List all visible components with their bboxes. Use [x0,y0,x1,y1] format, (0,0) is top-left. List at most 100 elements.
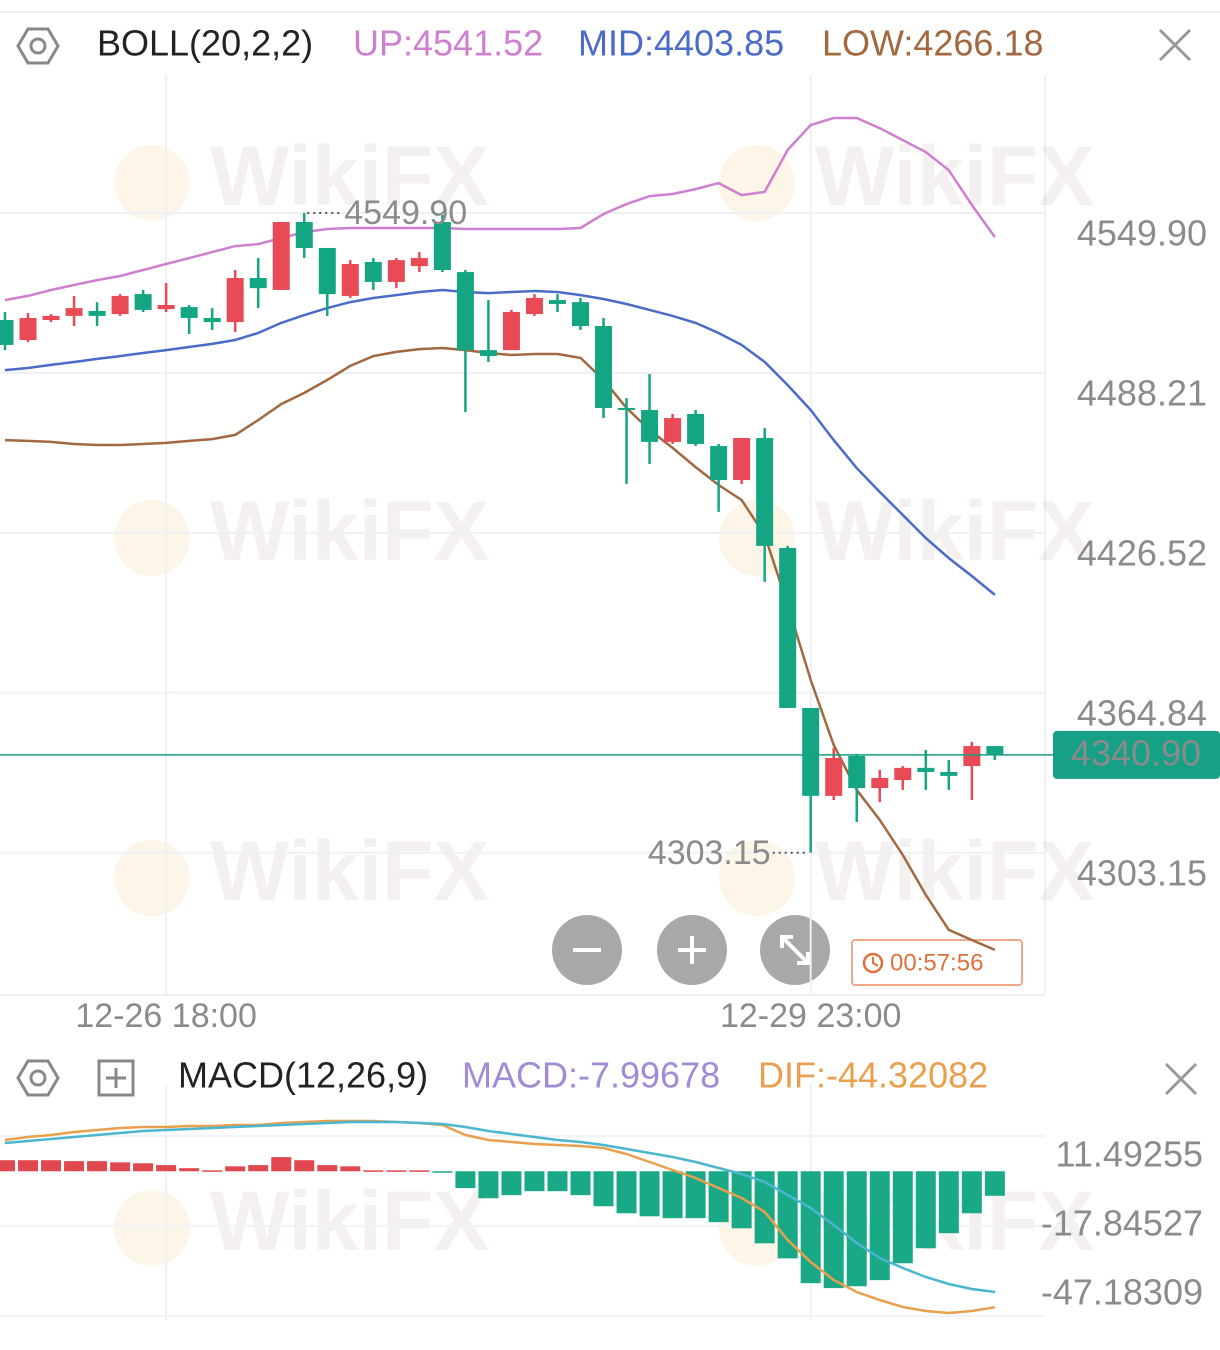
watermark: WikiFX [210,1174,489,1268]
candle-body [456,272,474,351]
y-tick-label: 4426.52 [1077,532,1207,573]
x-tick-label: 12-26 18:00 [75,997,257,1035]
candle-body [986,746,1004,755]
candle-body [226,278,244,323]
y-tick-label: 11.49255 [1056,1134,1203,1175]
watermark: WikiFX [815,129,1094,223]
histogram-bar [41,1160,62,1172]
histogram-bar [961,1171,982,1214]
zoom-out-button[interactable] [552,915,622,985]
candle-body [848,755,866,789]
candle-body [387,260,405,282]
histogram-bar [179,1168,200,1172]
histogram-bar [869,1171,890,1281]
histogram-bar [248,1165,269,1172]
candle-body [364,261,382,282]
timer: 00:57:56 [890,949,983,976]
histogram-bar [110,1162,131,1172]
candle-body [502,312,520,351]
watermark: WikiFX [815,824,1094,918]
y-tick-label: 4549.90 [1077,212,1207,253]
histogram-bar [938,1171,959,1234]
watermark-logo [114,840,190,916]
histogram-bar [455,1171,476,1189]
y-tick-label: 4303.15 [1077,852,1207,893]
candle-body [0,320,14,345]
candle-body [548,300,566,304]
candle-body [479,350,497,357]
legend-entry: UP:4541.52 [353,23,543,64]
watermark-logo [114,1190,190,1266]
candle-body [871,777,889,789]
indicator-line [4,1120,996,1294]
candle-body [641,410,659,442]
candle-body [134,294,152,310]
candle-body [733,438,751,481]
histogram-bar [64,1161,85,1172]
close-icon[interactable] [1164,1062,1198,1096]
candle-body [756,438,774,546]
candle-body [710,446,728,481]
histogram-bar [409,1170,430,1172]
watermark-logo [719,840,795,916]
y-tick-label: -17.84527 [1041,1202,1203,1243]
histogram-bar [754,1171,775,1244]
candle-body [203,317,221,323]
candle-body [618,407,636,411]
histogram-bar [593,1171,614,1207]
histogram-bar [501,1171,522,1196]
histogram-bar [386,1170,407,1172]
histogram-bar [133,1163,154,1172]
fullscreen-button[interactable] [760,915,830,985]
histogram-bar [478,1171,499,1199]
histogram-bar [662,1171,683,1219]
candle-body [88,310,106,316]
histogram-bar [294,1160,315,1172]
candle-body [687,413,705,444]
zoom-in-button[interactable] [657,915,727,985]
indicator-line [4,1119,996,1315]
candle-body [42,315,60,321]
band-line [4,288,996,596]
histogram-bar [340,1166,361,1172]
histogram-bar [984,1171,1005,1196]
histogram-bar [639,1171,660,1217]
band-line [4,116,996,302]
histogram-bar [685,1171,706,1219]
histogram-bar [915,1171,936,1249]
watermark-logo [719,145,795,221]
candle-body [595,326,613,408]
histogram-bar [156,1165,177,1172]
y-tick-label: -47.18309 [1041,1271,1203,1312]
candle-body [318,247,336,295]
close-icon[interactable] [1158,28,1192,62]
histogram-bar [317,1165,338,1172]
settings-icon[interactable] [16,27,60,65]
add-icon[interactable] [97,1059,135,1097]
watermark: WikiFX [210,129,489,223]
candle-body [157,305,175,310]
candle-body [433,222,451,270]
candle-body [295,222,313,248]
last-price-tag [1053,730,1220,779]
histogram-bar [708,1171,729,1223]
indicator-title: BOLL(20,2,2) [97,23,313,64]
legend-entry: MACD:-7.99678 [462,1055,720,1096]
legend-entry: DIF:-44.32082 [758,1055,988,1096]
candle-body [249,278,267,289]
histogram-bar [363,1170,384,1172]
max-label: 4549.90 [344,194,467,232]
histogram-bar [432,1171,453,1173]
candle-body [180,307,198,318]
histogram-bar [202,1170,223,1172]
histogram-bar [271,1157,292,1172]
histogram-bar [800,1171,821,1284]
candle-body [963,746,981,767]
settings-icon[interactable] [16,1059,60,1097]
candle-body [341,264,359,296]
band-line [4,346,996,952]
legend-entry: LOW:4266.18 [822,23,1043,64]
histogram-bar [547,1171,568,1192]
candle-body [572,302,589,327]
